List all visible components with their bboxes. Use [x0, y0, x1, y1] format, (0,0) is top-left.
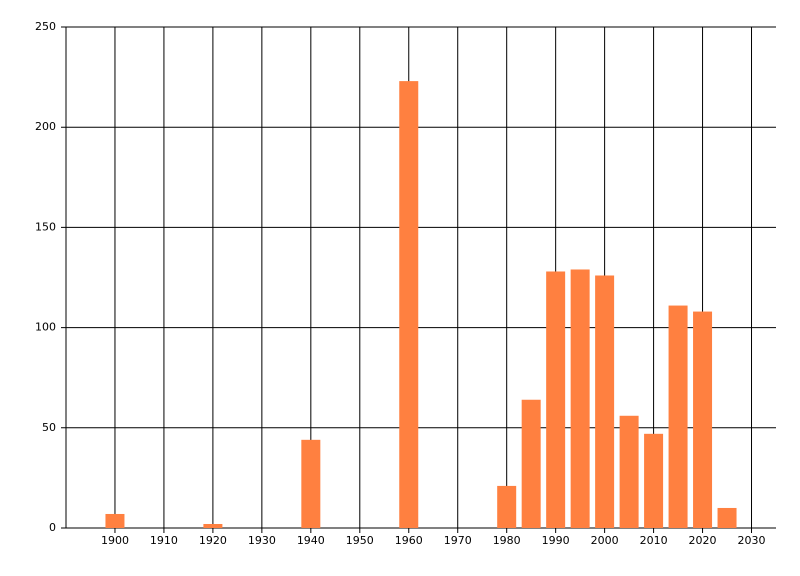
bar [693, 311, 713, 528]
y-tick-label: 0 [49, 521, 56, 534]
bar [644, 433, 664, 528]
y-tick-label: 200 [35, 120, 56, 133]
x-tick-label: 1990 [542, 534, 570, 547]
x-tick-label: 2000 [591, 534, 619, 547]
x-tick-label: 1930 [248, 534, 276, 547]
y-tick-label: 50 [42, 421, 56, 434]
bar [619, 415, 639, 528]
bar [595, 275, 615, 528]
bar [668, 305, 688, 528]
bar [497, 485, 517, 528]
x-tick-label: 1900 [101, 534, 129, 547]
x-tick-label: 1960 [395, 534, 423, 547]
x-tick-label: 1970 [444, 534, 472, 547]
bar [521, 399, 541, 528]
y-tick-label: 150 [35, 220, 56, 233]
y-tick-label: 250 [35, 20, 56, 33]
y-tick-label: 100 [35, 321, 56, 334]
bar [399, 81, 419, 528]
bar [570, 269, 590, 528]
bar [717, 507, 737, 528]
bar [203, 523, 223, 528]
x-tick-label: 1950 [346, 534, 374, 547]
bar [546, 271, 566, 528]
x-tick-label: 1940 [297, 534, 325, 547]
bar [105, 513, 125, 528]
x-tick-label: 2010 [640, 534, 668, 547]
x-tick-label: 2030 [738, 534, 766, 547]
bar [301, 439, 321, 528]
x-tick-label: 1920 [199, 534, 227, 547]
x-tick-label: 1980 [493, 534, 521, 547]
x-tick-label: 1910 [150, 534, 178, 547]
x-tick-label: 2020 [689, 534, 717, 547]
